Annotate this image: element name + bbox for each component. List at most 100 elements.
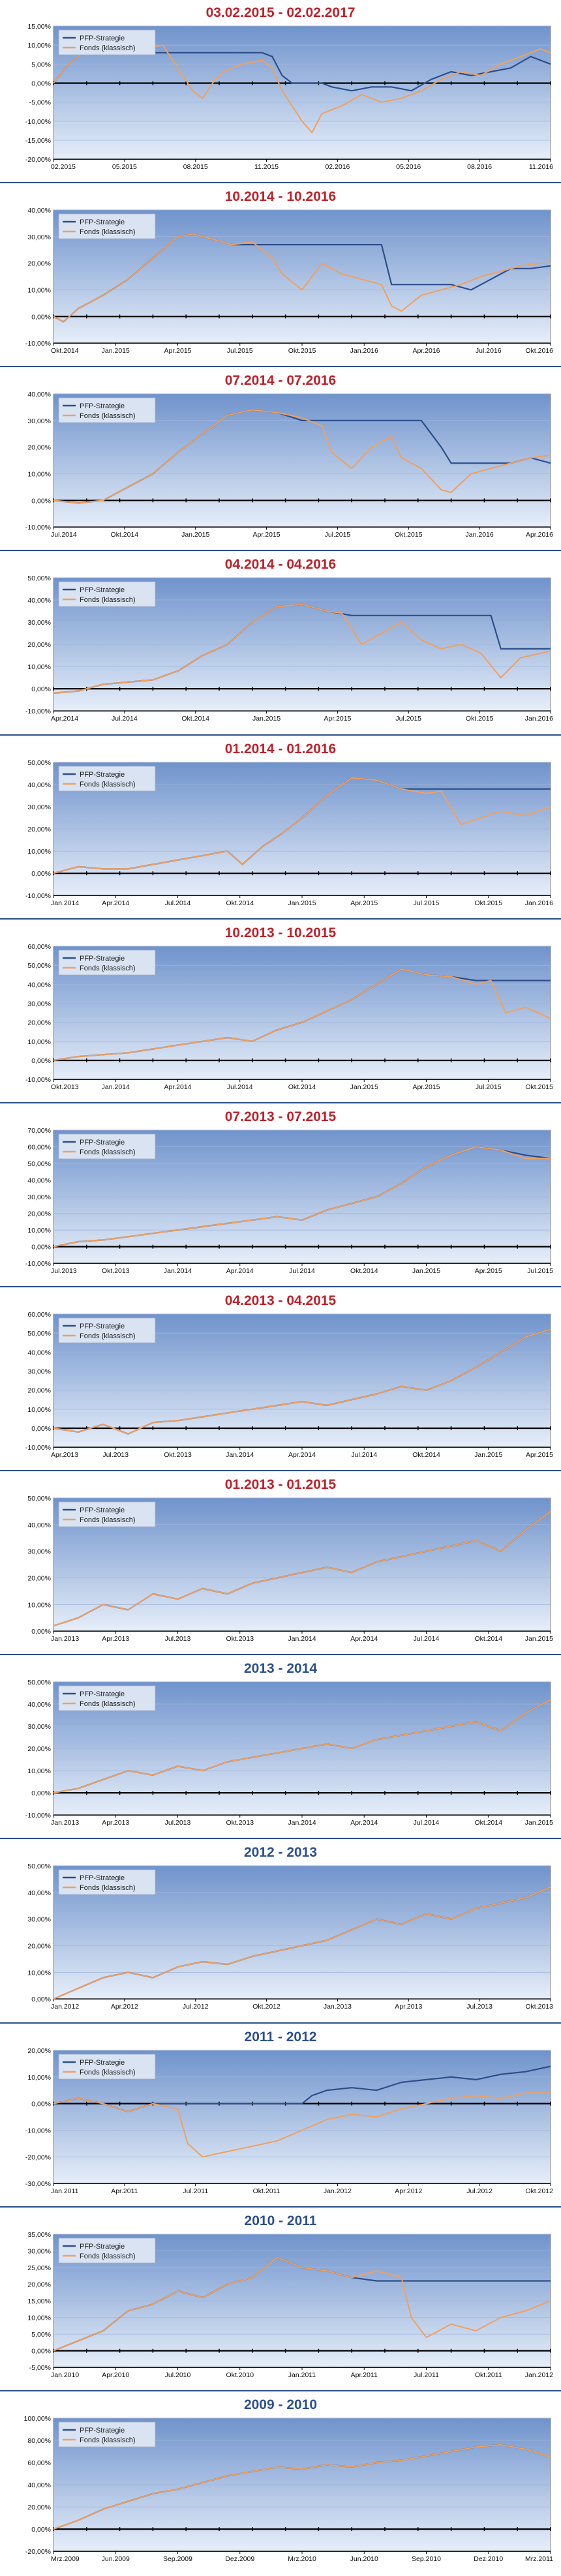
x-tick-label: Apr.2011 <box>351 2371 378 2379</box>
x-tick-label: Apr.2014 <box>164 1083 191 1091</box>
x-tick-label: Jul.2013 <box>102 1451 129 1459</box>
chart-title: 07.2014 - 07.2016 <box>224 373 337 389</box>
x-tick-label: Jan.2013 <box>324 2003 352 2011</box>
x-tick-label: Jul.2012 <box>183 2003 209 2011</box>
legend-label: PFP-Strategie <box>80 2427 125 2434</box>
panel-separator <box>0 2389 561 2391</box>
panel-separator <box>0 1285 561 1287</box>
legend-label: Fonds (klassisch) <box>80 2069 136 2076</box>
y-tick-label: 0,00% <box>31 2526 51 2534</box>
panel-separator <box>0 366 561 368</box>
x-tick-label: 05.2015 <box>112 163 137 171</box>
y-tick-label: 0,00% <box>31 80 51 87</box>
legend <box>58 1133 156 1160</box>
y-tick-label: 0,00% <box>31 1996 51 2004</box>
chart-title: 10.2013 - 10.2015 <box>224 925 337 940</box>
x-tick-label: Apr.2014 <box>51 715 78 723</box>
y-tick-label: 10,00% <box>27 471 51 479</box>
x-tick-label: Jan.2011 <box>51 2187 79 2195</box>
x-tick-label: Apr.2015 <box>164 347 191 355</box>
y-tick-label: 20,00% <box>27 1575 51 1583</box>
chart-panel: 07.2013 - 07.2015 -10,00% 0,00% 10,00% 20,00… <box>0 1104 561 1288</box>
y-tick-label: -30,00% <box>25 2180 51 2188</box>
x-tick-label: Jul.2013 <box>51 1267 77 1275</box>
legend-label: PFP-Strategie <box>80 2059 125 2067</box>
x-tick-label: Okt.2014 <box>111 531 139 539</box>
chart-title: 2012 - 2013 <box>243 1845 318 1861</box>
chart-svg: -10,00% 0,00% 10,00% 20,00% 30,00% 40,00% 50,0… <box>25 575 553 723</box>
y-tick-label: 15,00% <box>27 2298 51 2305</box>
legend <box>58 766 156 791</box>
series-line-fund <box>53 233 551 323</box>
y-tick-label: 5,00% <box>31 61 51 68</box>
x-tick-label: Apr.2015 <box>253 531 280 539</box>
y-tick-label: -15,00% <box>25 137 51 145</box>
y-tick-label: 15,00% <box>27 23 51 31</box>
x-tick-label: Jan.2015 <box>181 531 209 539</box>
y-tick-label: 20,00% <box>27 1943 51 1951</box>
x-tick-label: Jan.2015 <box>350 1083 378 1091</box>
y-tick-label: 40,00% <box>27 781 51 789</box>
chart-title: 01.2014 - 01.2016 <box>224 741 337 756</box>
x-tick-label: Apr.2014 <box>350 1635 378 1643</box>
x-tick-label: Jul.2014 <box>351 1451 377 1459</box>
y-tick-label: -10,00% <box>25 1076 51 1084</box>
x-tick-label: Apr.2013 <box>51 1451 78 1459</box>
y-tick-label: -10,00% <box>25 340 51 348</box>
x-tick-label: Apr.2014 <box>350 1819 378 1827</box>
legend-label: Fonds (klassisch) <box>80 1700 136 1708</box>
x-tick-label: Jul.2015 <box>476 1083 502 1091</box>
legend <box>58 2238 156 2264</box>
x-tick-label: Apr.2014 <box>226 1267 254 1275</box>
panel-separator <box>0 1101 561 1103</box>
chart-panel: 2013 - 2014 -10,00% 0,00% 10,00% 20,00% 30,00… <box>0 1656 561 1840</box>
y-tick-label: -5,00% <box>29 99 51 107</box>
x-tick-label: Jul.2015 <box>227 347 253 355</box>
chart-title: 07.2013 - 07.2015 <box>224 1109 337 1124</box>
y-tick-label: 10,00% <box>27 42 51 50</box>
chart-svg: -20,00% -15,00% -10,00% -5,00% 0,00% 5,00% 10,… <box>25 23 553 171</box>
legend <box>58 2054 156 2079</box>
y-tick-label: 40,00% <box>27 2481 51 2489</box>
panel-separator <box>0 734 561 736</box>
y-tick-label: 0,00% <box>31 1425 51 1433</box>
y-tick-label: 50,00% <box>27 1679 51 1686</box>
x-tick-label: Jul.2013 <box>466 2003 493 2011</box>
chart-title: 2009 - 2010 <box>243 2397 318 2412</box>
x-tick-label: Okt.2014 <box>181 715 209 723</box>
chart-svg: -10,00% 0,00% 10,00% 20,00% 30,00% 40,00% 50,0… <box>25 943 553 1091</box>
x-tick-label: Dez.2010 <box>474 2555 503 2563</box>
y-tick-label: 40,00% <box>27 1176 51 1184</box>
y-tick-label: 20,00% <box>27 444 51 452</box>
x-tick-label: Jul.2014 <box>112 715 138 723</box>
y-tick-label: 35,00% <box>27 2231 51 2239</box>
legend-label: PFP-Strategie <box>80 586 125 594</box>
x-tick-label: Jul.2010 <box>165 2371 191 2379</box>
y-tick-label: 0,00% <box>31 1057 51 1065</box>
y-tick-label: 60,00% <box>27 1311 51 1319</box>
x-tick-label: Jan.2012 <box>51 2003 79 2011</box>
chart-svg: -10,00% 0,00% 10,00% 20,00% 30,00% 40,00% Jul.… <box>25 391 553 539</box>
x-tick-label: Okt.2014 <box>474 1819 502 1827</box>
y-tick-label: 50,00% <box>27 1495 51 1503</box>
legend-label: Fonds (klassisch) <box>80 44 136 52</box>
x-tick-label: Jan.2016 <box>350 347 378 355</box>
y-tick-label: -10,00% <box>25 118 51 126</box>
x-tick-label: Okt.2015 <box>395 531 423 539</box>
x-tick-label: Jan.2012 <box>324 2187 352 2195</box>
legend <box>58 1501 156 1527</box>
y-tick-label: 30,00% <box>27 1000 51 1008</box>
x-tick-label: Jun.2010 <box>350 2555 378 2563</box>
legend-label: PFP-Strategie <box>80 771 125 779</box>
y-tick-label: 10,00% <box>27 2073 51 2081</box>
x-tick-label: Sep.2010 <box>412 2555 441 2563</box>
x-tick-label: Okt.2014 <box>51 347 79 355</box>
y-tick-label: 40,00% <box>27 1889 51 1897</box>
y-tick-label: 0,00% <box>31 2347 51 2355</box>
chart-panel: 10.2014 - 10.2016 -10,00% 0,00% 10,00% 20,00… <box>0 184 561 368</box>
series-line-fund <box>53 1699 551 1794</box>
x-tick-label: Jan.2016 <box>525 715 553 723</box>
y-tick-label: -10,00% <box>25 1444 51 1452</box>
legend-label: Fonds (klassisch) <box>80 596 136 604</box>
y-tick-label: 10,00% <box>27 1038 51 1046</box>
